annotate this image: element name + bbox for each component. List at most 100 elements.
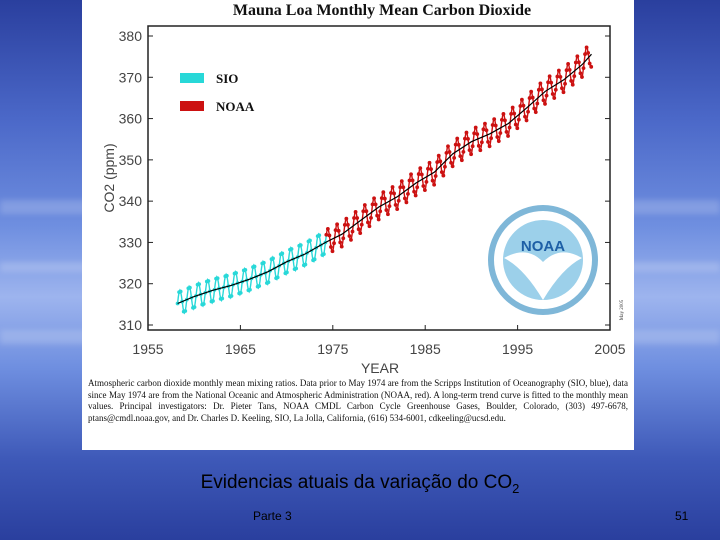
data-point	[538, 81, 543, 86]
data-point	[367, 224, 372, 229]
data-point	[566, 61, 571, 66]
data-point	[464, 130, 469, 135]
data-point	[486, 140, 490, 144]
data-point	[398, 185, 403, 190]
data-point	[581, 66, 586, 71]
noaa-logo: NOAA	[488, 205, 598, 315]
data-point	[516, 117, 521, 122]
data-point	[430, 178, 435, 183]
data-point	[466, 136, 470, 141]
data-point	[526, 109, 530, 114]
data-point	[536, 87, 541, 92]
data-point	[490, 123, 495, 127]
data-point	[439, 170, 444, 174]
figure-caption: Atmospheric carbon dioxide monthly mean …	[88, 378, 628, 423]
data-point	[303, 262, 308, 267]
data-point	[569, 79, 574, 83]
data-point	[333, 228, 338, 233]
data-point	[336, 228, 341, 233]
data-point	[416, 172, 421, 176]
data-point	[547, 74, 552, 79]
data-point	[450, 164, 455, 169]
data-point	[382, 196, 387, 201]
data-point	[339, 244, 344, 249]
x-tick-label: 1985	[410, 341, 441, 357]
data-point	[503, 118, 507, 123]
data-point	[570, 82, 575, 87]
data-point	[543, 102, 547, 106]
data-point	[419, 172, 424, 177]
data-point	[298, 243, 303, 247]
data-point	[584, 45, 589, 50]
data-point	[469, 152, 473, 157]
data-point	[220, 296, 225, 301]
data-point	[362, 203, 367, 207]
data-point	[373, 202, 378, 207]
data-point	[453, 142, 458, 147]
data-point	[432, 182, 437, 187]
data-point	[589, 64, 594, 69]
data-point	[461, 150, 466, 154]
data-point	[449, 160, 453, 165]
data-point	[456, 142, 461, 147]
data-point	[459, 158, 464, 163]
data-point	[393, 203, 398, 207]
data-point	[381, 190, 386, 195]
data-point	[435, 160, 440, 165]
data-point	[530, 95, 535, 100]
data-point	[504, 129, 509, 134]
data-point	[215, 276, 220, 281]
data-point	[376, 217, 381, 222]
chart-title: Mauna Loa Monthly Mean Carbon Dioxide	[233, 2, 531, 19]
x-tick-label: 1975	[317, 341, 348, 357]
data-point	[501, 112, 506, 116]
data-point	[496, 139, 501, 144]
data-point	[493, 123, 498, 128]
data-point	[541, 98, 546, 103]
data-point	[386, 212, 390, 217]
data-point	[426, 166, 430, 171]
data-point	[476, 143, 481, 148]
data-point	[378, 209, 383, 214]
data-point	[583, 52, 587, 57]
data-point	[421, 184, 426, 188]
data-point	[271, 256, 275, 261]
data-point	[433, 174, 438, 178]
data-point	[492, 117, 497, 122]
data-point	[280, 251, 285, 256]
trend-line	[177, 241, 327, 305]
data-point	[586, 51, 591, 55]
data-point	[446, 144, 450, 149]
data-point	[257, 284, 262, 288]
y-tick-label: 310	[119, 317, 143, 333]
data-point	[512, 111, 517, 116]
data-point	[399, 179, 404, 184]
data-point	[549, 80, 554, 85]
data-point	[483, 121, 487, 126]
data-point	[546, 80, 550, 85]
data-point	[580, 75, 584, 79]
data-point	[338, 240, 343, 245]
data-point	[499, 117, 504, 122]
data-point	[558, 74, 563, 79]
data-point	[275, 275, 280, 280]
x-tick-label: 1995	[502, 341, 533, 357]
data-point	[573, 60, 578, 65]
data-point	[475, 132, 480, 137]
data-point	[402, 196, 407, 201]
data-point	[327, 233, 332, 238]
data-point	[192, 305, 197, 310]
data-point	[395, 207, 400, 211]
date-stamp: May 2005	[620, 299, 625, 320]
data-point	[561, 90, 566, 95]
data-point	[345, 222, 350, 227]
data-point	[285, 270, 289, 275]
noaa-logo-text: NOAA	[521, 238, 565, 255]
data-point	[535, 101, 540, 106]
legend-swatch-noaa	[180, 101, 204, 111]
data-point	[479, 140, 484, 145]
data-point	[567, 67, 572, 72]
data-point	[364, 209, 369, 214]
data-point	[532, 106, 537, 111]
data-point	[509, 111, 514, 116]
